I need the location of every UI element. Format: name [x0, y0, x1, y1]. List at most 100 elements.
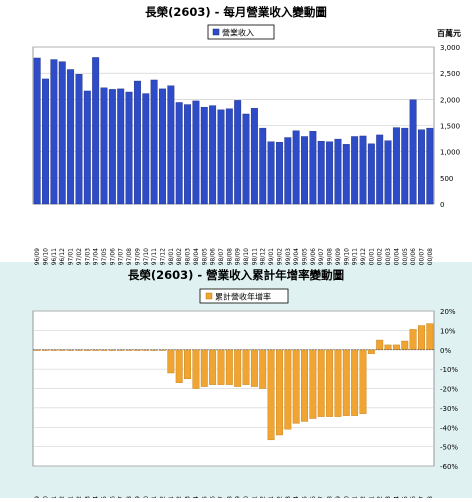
bar: [284, 137, 292, 205]
bar: [342, 349, 350, 416]
x-tick-label: 00/08: [427, 248, 434, 265]
bar: [426, 127, 434, 205]
growth-legend-box: [199, 288, 289, 304]
y-tick-label: 10%: [440, 327, 456, 335]
y-tick-label: 3,000: [440, 44, 460, 52]
x-tick-label: 98/09: [235, 248, 242, 265]
x-tick-label: 00/04: [393, 248, 400, 265]
x-tick-label: 98/01: [168, 248, 175, 265]
x-tick-label: 98/08: [226, 248, 233, 265]
bar: [184, 104, 192, 205]
x-tick-label: 00/06: [410, 248, 417, 265]
x-tick-label: 99/10: [343, 248, 350, 265]
growth-legend-label: 累計營收年增率: [215, 292, 271, 302]
bar: [225, 349, 233, 385]
x-tick-label: 96/09: [34, 248, 41, 265]
bar: [384, 344, 392, 350]
x-tick-label: 97/04: [93, 248, 100, 265]
bar: [392, 127, 400, 205]
revenue-legend-box: [207, 24, 275, 40]
bar: [50, 59, 58, 205]
x-tick-label: 99/03: [285, 248, 292, 265]
bar: [317, 140, 325, 205]
revenue-legend-label: 營業收入: [222, 28, 254, 38]
bar: [209, 349, 217, 385]
growth-chart-title: 長榮(2603) - 營業收入累計年增率變動圖: [128, 268, 344, 282]
bar: [117, 88, 125, 205]
bar: [342, 144, 350, 205]
bar: [250, 349, 258, 387]
bar: [301, 136, 308, 205]
bar: [418, 129, 425, 205]
x-tick-label: 99/07: [318, 248, 325, 265]
bar: [167, 85, 175, 205]
bar: [376, 134, 384, 205]
revenue-unit-label: 百萬元: [437, 28, 461, 38]
x-tick-label: 99/04: [293, 248, 300, 265]
x-tick-label: 96/10: [43, 248, 50, 265]
x-tick-label: 96/12: [59, 248, 66, 265]
bar: [367, 143, 375, 205]
x-tick-label: 97/02: [76, 248, 83, 265]
x-tick-label: 99/05: [302, 248, 309, 265]
bar: [159, 88, 166, 205]
bar: [192, 349, 200, 389]
x-tick-label: 97/09: [134, 248, 141, 265]
bar: [309, 131, 317, 205]
x-tick-label: 00/07: [418, 248, 425, 265]
x-tick-label: 97/07: [118, 248, 125, 265]
y-tick-label: -30%: [440, 405, 458, 413]
y-tick-label: 0: [440, 201, 444, 209]
bar: [75, 74, 83, 205]
bar: [175, 349, 183, 383]
x-tick-label: 98/03: [185, 248, 192, 265]
bar: [142, 93, 150, 205]
bar: [376, 339, 384, 350]
y-tick-label: -40%: [440, 424, 458, 432]
bar: [58, 61, 66, 205]
bar: [401, 340, 409, 350]
bar: [42, 78, 49, 205]
bar: [418, 325, 425, 350]
x-tick-label: 00/02: [377, 248, 384, 265]
y-tick-label: 2,000: [440, 96, 460, 104]
x-tick-label: 00/01: [368, 248, 375, 265]
x-tick-label: 98/04: [193, 248, 200, 265]
bar: [351, 349, 359, 416]
bar: [267, 141, 275, 205]
x-tick-label: 97/08: [126, 248, 133, 265]
x-tick-label: 99/06: [310, 248, 317, 265]
bar: [209, 105, 217, 205]
x-tick-label: 00/03: [385, 248, 392, 265]
bar: [100, 87, 108, 205]
bar: [275, 349, 283, 436]
revenue-chart-title: 長榮(2603) - 每月營業收入變動圖: [145, 5, 327, 19]
x-tick-label: 98/06: [210, 248, 217, 265]
bar: [359, 349, 367, 414]
y-tick-label: 1,000: [440, 149, 460, 157]
bar: [33, 57, 41, 205]
bar: [367, 349, 375, 354]
bar: [167, 349, 175, 374]
bar: [426, 323, 434, 350]
bar: [108, 89, 116, 205]
x-tick-label: 97/03: [84, 248, 91, 265]
bar: [234, 100, 242, 205]
bar: [292, 130, 300, 205]
x-tick-label: 96/11: [51, 248, 58, 265]
x-tick-label: 97/11: [151, 248, 158, 265]
bar: [133, 349, 141, 351]
bar: [259, 127, 267, 205]
bar: [301, 349, 308, 422]
bar: [83, 90, 91, 205]
y-tick-label: 1,500: [440, 123, 460, 131]
bar: [317, 349, 325, 417]
bar: [175, 102, 183, 205]
revenue-legend-swatch: [212, 28, 220, 36]
bar: [250, 108, 258, 205]
x-tick-label: 98/11: [251, 248, 258, 265]
bar: [217, 349, 225, 385]
